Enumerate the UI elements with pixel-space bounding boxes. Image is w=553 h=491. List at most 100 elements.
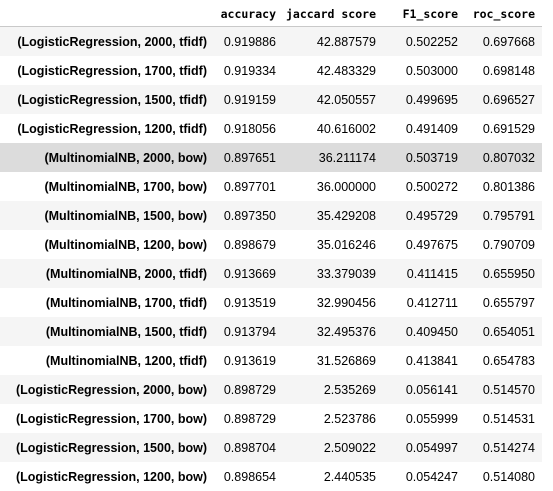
row-index-label: (LogisticRegression, 1500, bow) xyxy=(0,433,215,462)
row-index-label: (LogisticRegression, 1500, tfidf) xyxy=(0,85,215,114)
column-header-accuracy: accuracy xyxy=(215,2,283,27)
f1-score-cell: 0.054997 xyxy=(383,433,465,462)
row-index-label: (LogisticRegression, 1200, tfidf) xyxy=(0,114,215,143)
accuracy-cell: 0.913519 xyxy=(215,288,283,317)
roc-score-cell: 0.514080 xyxy=(465,462,542,491)
f1-score-cell: 0.502252 xyxy=(383,27,465,57)
jaccard-score-cell: 32.495376 xyxy=(283,317,383,346)
roc-score-cell: 0.697668 xyxy=(465,27,542,57)
row-index-label: (MultinomialNB, 1500, tfidf) xyxy=(0,317,215,346)
accuracy-cell: 0.919886 xyxy=(215,27,283,57)
roc-score-cell: 0.698148 xyxy=(465,56,542,85)
roc-score-cell: 0.514570 xyxy=(465,375,542,404)
f1-score-cell: 0.491409 xyxy=(383,114,465,143)
row-index-label: (LogisticRegression, 2000, tfidf) xyxy=(0,27,215,57)
f1-score-cell: 0.055999 xyxy=(383,404,465,433)
accuracy-cell: 0.913794 xyxy=(215,317,283,346)
row-index-label: (LogisticRegression, 1700, bow) xyxy=(0,404,215,433)
results-table: accuracy jaccard score F1_score roc_scor… xyxy=(0,2,542,491)
f1-score-cell: 0.412711 xyxy=(383,288,465,317)
row-index-label: (LogisticRegression, 1200, bow) xyxy=(0,462,215,491)
f1-score-cell: 0.056141 xyxy=(383,375,465,404)
jaccard-score-cell: 42.483329 xyxy=(283,56,383,85)
f1-score-cell: 0.499695 xyxy=(383,85,465,114)
jaccard-score-cell: 42.050557 xyxy=(283,85,383,114)
row-index-label: (MultinomialNB, 1700, tfidf) xyxy=(0,288,215,317)
accuracy-cell: 0.898729 xyxy=(215,404,283,433)
jaccard-score-cell: 36.000000 xyxy=(283,172,383,201)
jaccard-score-cell: 2.523786 xyxy=(283,404,383,433)
roc-score-cell: 0.654783 xyxy=(465,346,542,375)
jaccard-score-cell: 35.016246 xyxy=(283,230,383,259)
row-index-label: (MultinomialNB, 1500, bow) xyxy=(0,201,215,230)
f1-score-cell: 0.411415 xyxy=(383,259,465,288)
jaccard-score-cell: 2.535269 xyxy=(283,375,383,404)
accuracy-cell: 0.918056 xyxy=(215,114,283,143)
f1-score-cell: 0.497675 xyxy=(383,230,465,259)
table-row: (LogisticRegression, 1200, tfidf)0.91805… xyxy=(0,114,542,143)
column-header-jaccard-score: jaccard score xyxy=(283,2,383,27)
roc-score-cell: 0.691529 xyxy=(465,114,542,143)
row-index-label: (MultinomialNB, 1200, bow) xyxy=(0,230,215,259)
roc-score-cell: 0.654051 xyxy=(465,317,542,346)
row-index-label: (MultinomialNB, 2000, tfidf) xyxy=(0,259,215,288)
jaccard-score-cell: 36.211174 xyxy=(283,143,383,172)
roc-score-cell: 0.514531 xyxy=(465,404,542,433)
roc-score-cell: 0.655797 xyxy=(465,288,542,317)
table-row: (LogisticRegression, 2000, tfidf)0.91988… xyxy=(0,27,542,57)
table-row: (LogisticRegression, 1500, tfidf)0.91915… xyxy=(0,85,542,114)
f1-score-cell: 0.500272 xyxy=(383,172,465,201)
index-header xyxy=(0,2,215,27)
accuracy-cell: 0.897701 xyxy=(215,172,283,201)
accuracy-cell: 0.897350 xyxy=(215,201,283,230)
roc-score-cell: 0.696527 xyxy=(465,85,542,114)
column-header-roc-score: roc_score xyxy=(465,2,542,27)
accuracy-cell: 0.898679 xyxy=(215,230,283,259)
accuracy-cell: 0.898729 xyxy=(215,375,283,404)
accuracy-cell: 0.919159 xyxy=(215,85,283,114)
table-row: (LogisticRegression, 1700, tfidf)0.91933… xyxy=(0,56,542,85)
f1-score-cell: 0.409450 xyxy=(383,317,465,346)
jaccard-score-cell: 31.526869 xyxy=(283,346,383,375)
dataframe-output: accuracy jaccard score F1_score roc_scor… xyxy=(0,0,553,468)
roc-score-cell: 0.655950 xyxy=(465,259,542,288)
accuracy-cell: 0.898704 xyxy=(215,433,283,462)
row-index-label: (MultinomialNB, 1700, bow) xyxy=(0,172,215,201)
roc-score-cell: 0.807032 xyxy=(465,143,542,172)
header-row: accuracy jaccard score F1_score roc_scor… xyxy=(0,2,542,27)
accuracy-cell: 0.913619 xyxy=(215,346,283,375)
f1-score-cell: 0.503719 xyxy=(383,143,465,172)
row-index-label: (MultinomialNB, 1200, tfidf) xyxy=(0,346,215,375)
row-index-label: (LogisticRegression, 1700, tfidf) xyxy=(0,56,215,85)
table-header: accuracy jaccard score F1_score roc_scor… xyxy=(0,2,542,27)
accuracy-cell: 0.919334 xyxy=(215,56,283,85)
f1-score-cell: 0.495729 xyxy=(383,201,465,230)
f1-score-cell: 0.503000 xyxy=(383,56,465,85)
jaccard-score-cell: 2.509022 xyxy=(283,433,383,462)
row-index-label: (LogisticRegression, 2000, bow) xyxy=(0,375,215,404)
column-header-f1-score: F1_score xyxy=(383,2,465,27)
accuracy-cell: 0.897651 xyxy=(215,143,283,172)
roc-score-cell: 0.795791 xyxy=(465,201,542,230)
f1-score-cell: 0.054247 xyxy=(383,462,465,491)
jaccard-score-cell: 40.616002 xyxy=(283,114,383,143)
accuracy-cell: 0.898654 xyxy=(215,462,283,491)
accuracy-cell: 0.913669 xyxy=(215,259,283,288)
jaccard-score-cell: 35.429208 xyxy=(283,201,383,230)
jaccard-score-cell: 32.990456 xyxy=(283,288,383,317)
roc-score-cell: 0.801386 xyxy=(465,172,542,201)
jaccard-score-cell: 2.440535 xyxy=(283,462,383,491)
row-index-label: (MultinomialNB, 2000, bow) xyxy=(0,143,215,172)
